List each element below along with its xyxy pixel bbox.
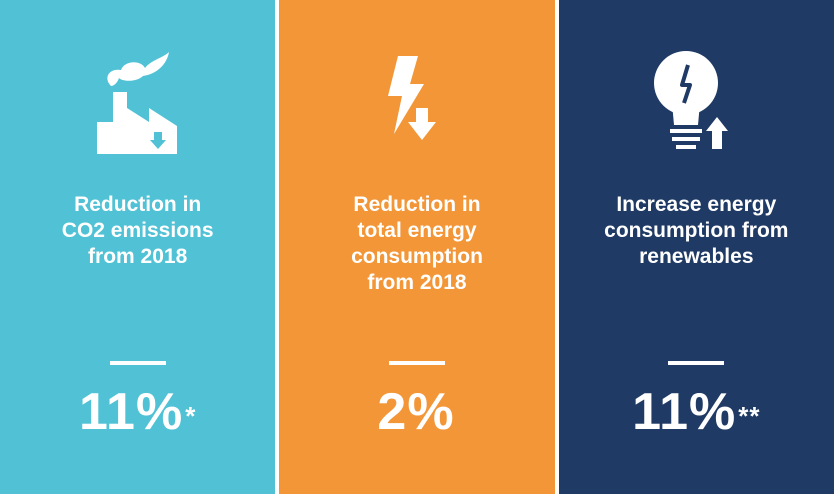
lightbulb-up-icon — [559, 45, 834, 160]
value-footnote-marker: * — [185, 401, 197, 431]
panel-co2-emissions: Reduction in CO2 emissions from 2018 11%… — [0, 0, 276, 494]
value-number: 11% — [632, 383, 737, 441]
value-number: 2% — [377, 383, 455, 441]
value-footnote-marker: ** — [738, 401, 761, 431]
panel-label: Reduction in CO2 emissions from 2018 — [61, 193, 214, 268]
lightning-down-icon — [279, 45, 554, 160]
factory-down-icon — [0, 45, 275, 160]
panel-label: Reduction in total energy consumption fr… — [351, 193, 483, 294]
panel-label: Increase energy consumption from renewab… — [604, 193, 789, 268]
value-number: 11% — [78, 383, 184, 441]
panel-value: 2% — [279, 380, 554, 444]
panel-value: 11%** — [559, 380, 834, 444]
divider — [109, 361, 166, 365]
divider — [388, 361, 445, 365]
panel-renewables: Increase energy consumption from renewab… — [558, 0, 834, 494]
divider — [668, 361, 725, 365]
panel-value: 11%* — [0, 380, 275, 444]
panel-total-energy: Reduction in total energy consumption fr… — [279, 0, 555, 494]
